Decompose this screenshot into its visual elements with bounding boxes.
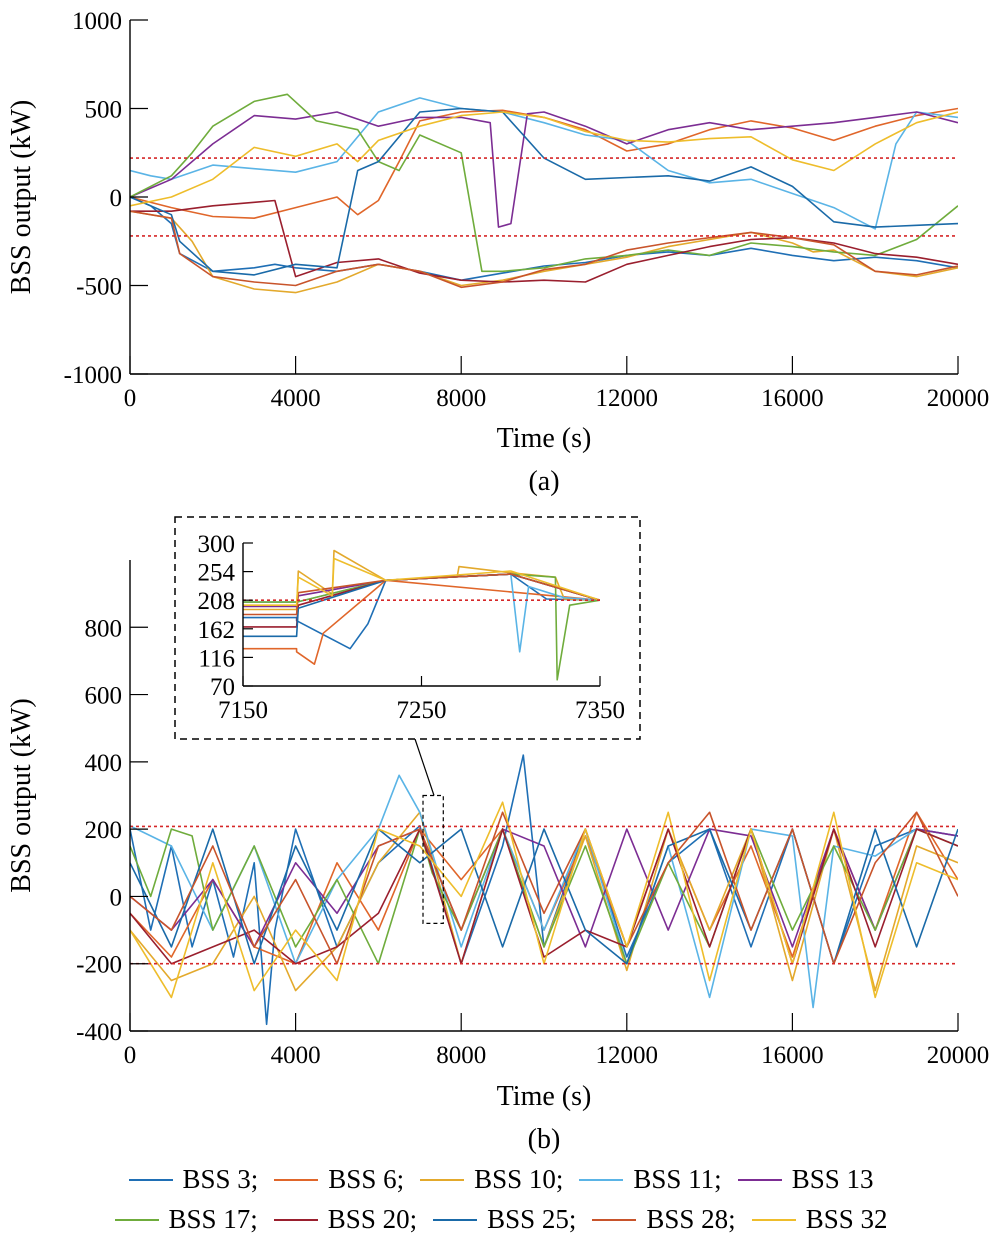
plot-area-b — [130, 754, 958, 1026]
zoom-region-box — [422, 794, 444, 924]
legend: BSS 3; BSS 6; BSS 10; BSS 11; BSS 13 BSS 17;… — [0, 1160, 1002, 1246]
legend-label: BSS 32 — [805, 1204, 888, 1234]
subplot-caption: (a) — [528, 466, 559, 497]
legend-label: BSS 11; — [633, 1164, 722, 1194]
legend-item: BSS 6; — [274, 1164, 404, 1195]
legend-swatch — [128, 1178, 173, 1181]
y-tick-label: -200 — [76, 952, 122, 979]
x-tick-label: 0 — [124, 385, 137, 412]
plot-area-a — [130, 93, 958, 294]
y-tick-label: 500 — [85, 97, 123, 124]
y-tick-label: 800 — [85, 615, 123, 642]
series-line-bss-20 — [130, 199, 958, 283]
series-line-bss-20 — [130, 828, 958, 965]
legend-label: BSS 13 — [791, 1164, 874, 1194]
plot-area-b-inset — [243, 549, 600, 681]
x-tick-label: 8000 — [436, 385, 486, 412]
legend-swatch — [420, 1178, 465, 1181]
series-line-bss-17 — [130, 93, 958, 273]
legend-label: BSS 6; — [328, 1164, 405, 1194]
legend-item: BSS 32 — [751, 1204, 888, 1235]
series-line-bss-13 — [130, 828, 958, 948]
y-tick-label: 254 — [198, 560, 236, 587]
series-line-bss-28 — [243, 573, 600, 616]
figure: 0 4000 8000 12000 16000 20000-1000-5000500100… — [6, 8, 989, 1155]
x-tick-label: 7250 — [397, 697, 447, 724]
legend-swatch — [579, 1178, 624, 1181]
y-tick-label: 300 — [198, 531, 236, 558]
y-tick-label: 162 — [198, 617, 236, 644]
legend-label: BSS 28; — [646, 1204, 736, 1234]
x-tick-label: 8000 — [436, 1042, 486, 1069]
x-tick-label: 20000 — [927, 1042, 990, 1069]
y-tick-label: -1000 — [64, 362, 122, 389]
legend-swatch — [751, 1218, 796, 1221]
legend-item: BSS 20; — [273, 1204, 418, 1235]
legend-item: BSS 25; — [433, 1204, 576, 1235]
legend-swatch — [737, 1178, 782, 1181]
y-axis-label: BSS output (kW) — [6, 100, 37, 294]
legend-item: BSS 3; — [128, 1164, 259, 1195]
x-tick-label: 12000 — [596, 1042, 659, 1069]
x-tick-label: 0 — [124, 1042, 137, 1069]
zoom-connector-line — [414, 738, 435, 796]
legend-item: BSS 11; — [579, 1164, 722, 1195]
legend-swatch — [433, 1218, 478, 1221]
x-tick-label: 16000 — [761, 1042, 824, 1069]
series-line-bss-3 — [130, 754, 958, 1026]
legend-row-2: BSS 17; BSS 20; BSS 25; BSS 28; BSS 32 — [0, 1204, 1002, 1235]
x-tick-label: 4000 — [271, 1042, 321, 1069]
series-line-bss-28 — [130, 210, 958, 289]
x-tick-label: 12000 — [596, 385, 659, 412]
series-line-bss-6 — [130, 107, 958, 219]
legend-label: BSS 3; — [182, 1164, 259, 1194]
series-line-bss-32 — [243, 557, 600, 606]
legend-swatch — [274, 1178, 319, 1181]
legend-item: BSS 17; — [114, 1204, 258, 1235]
chart-b: 0 4000 8000 12000 16000 20000 -400 -200 0 200 400 6… — [6, 560, 989, 1155]
x-axis-label: Time (s) — [497, 1081, 592, 1112]
legend-item: BSS 10; — [420, 1164, 563, 1195]
y-axis-label: BSS output (kW) — [6, 698, 37, 892]
y-tick-label: 200 — [85, 817, 123, 844]
legend-item: BSS 28; — [592, 1204, 736, 1235]
series-line-bss-11 — [130, 97, 958, 230]
series-line-bss-28 — [130, 811, 958, 965]
y-tick-label: 0 — [110, 185, 123, 212]
y-tick-label: -400 — [76, 1019, 122, 1046]
y-tick-label: 70 — [210, 674, 235, 701]
subplot-caption: (b) — [528, 1124, 561, 1155]
y-tick-label: 1000 — [72, 8, 122, 35]
x-axis-label: Time (s) — [497, 423, 592, 454]
legend-item: BSS 13 — [737, 1164, 874, 1195]
y-tick-label: 400 — [85, 750, 123, 777]
chart-a: 0 4000 8000 12000 16000 20000 -1000 -500 0 500 100… — [6, 8, 989, 497]
legend-label: BSS 10; — [474, 1164, 564, 1194]
legend-swatch — [273, 1218, 318, 1221]
series-line-bss-32 — [130, 111, 958, 207]
legend-swatch — [592, 1218, 637, 1221]
x-tick-label: 4000 — [271, 385, 321, 412]
series-line-bss-13 — [130, 111, 958, 228]
y-tick-label: 0 — [110, 884, 123, 911]
y-tick-label: 600 — [85, 683, 123, 710]
x-tick-label: 16000 — [761, 385, 824, 412]
series-line-bss-11 — [130, 774, 958, 1009]
y-tick-label: -500 — [76, 274, 122, 301]
y-tick-label: 116 — [198, 645, 235, 672]
legend-label: BSS 17; — [168, 1204, 258, 1234]
series-line-bss-17 — [243, 573, 600, 681]
x-tick-label: 7150 — [218, 697, 268, 724]
x-tick-label: 7350 — [575, 697, 625, 724]
x-tick-label: 20000 — [927, 385, 990, 412]
series-line-bss-17 — [130, 828, 958, 965]
inset-box — [174, 516, 641, 740]
legend-label: BSS 25; — [487, 1204, 577, 1234]
series-line-bss-10 — [130, 210, 958, 294]
legend-row-1: BSS 3; BSS 6; BSS 10; BSS 11; BSS 13 — [0, 1164, 1002, 1195]
y-tick-label: 208 — [198, 588, 236, 615]
legend-label: BSS 20; — [327, 1204, 418, 1234]
legend-swatch — [114, 1218, 159, 1221]
